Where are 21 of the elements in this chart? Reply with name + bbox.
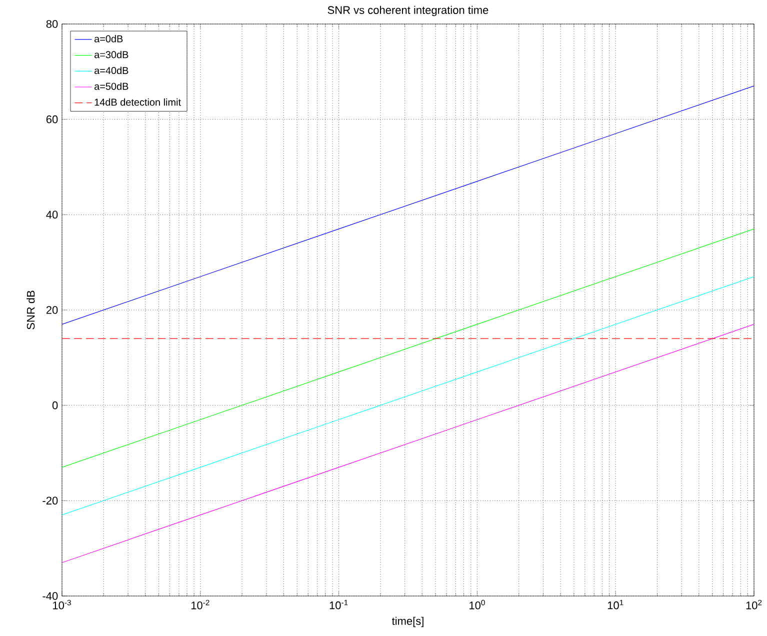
y-tick-label: 60 — [46, 115, 58, 124]
legend-label: 14dB detection limit — [94, 98, 181, 106]
y-tick-label: 20 — [46, 306, 58, 314]
x-tick-label: 10$^{2}$ — [746, 600, 762, 610]
y-tick-label: 80 — [46, 20, 58, 28]
y-tick-label: 0 — [52, 401, 58, 410]
y-axis-title: SNR dB — [26, 290, 35, 330]
legend-label: a=30dB — [94, 50, 128, 58]
legend-label: a=50dB — [94, 82, 128, 90]
x-tick-label: 10$^{1}$ — [608, 600, 624, 610]
y-tick-label: -40 — [42, 592, 58, 600]
x-tick-label: 10$^{0}$ — [470, 600, 485, 610]
legend-label: a=0dB — [94, 35, 123, 42]
chart-title: SNR vs coherent integration time — [328, 6, 488, 16]
x-tick-label: 10$^{-3}$ — [53, 600, 71, 610]
x-axis-title: time[s] — [392, 616, 424, 628]
x-tick-label: 10$^{-1}$ — [330, 600, 348, 610]
y-tick-label: -20 — [42, 496, 58, 505]
legend-label: a=40dB — [94, 66, 128, 74]
x-tick-label: 10$^{-2}$ — [191, 600, 210, 610]
y-tick-label: 40 — [46, 210, 58, 219]
